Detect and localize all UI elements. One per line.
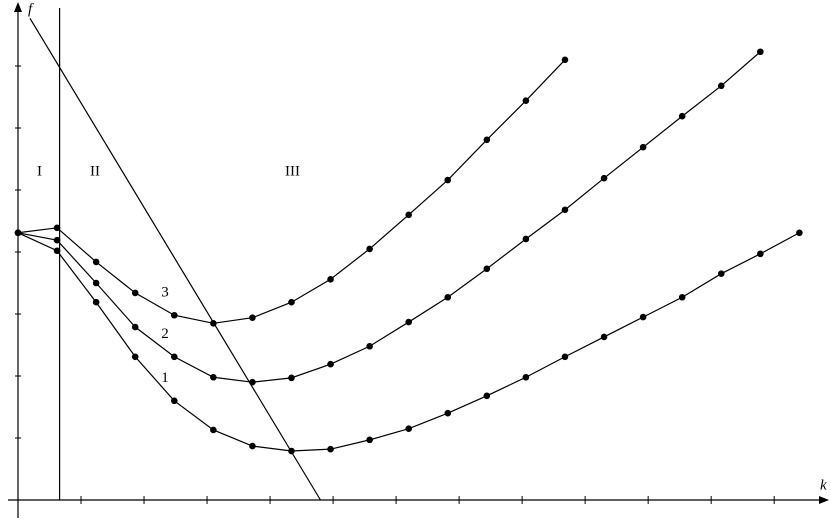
point	[131, 353, 139, 361]
point	[444, 293, 452, 301]
point	[53, 247, 61, 255]
point	[288, 298, 295, 306]
point	[53, 236, 61, 244]
point	[757, 48, 764, 56]
point	[249, 442, 256, 450]
point	[170, 311, 178, 319]
y-axis-arrow	[14, 2, 22, 12]
point	[14, 229, 22, 237]
point	[288, 374, 295, 382]
point	[327, 275, 334, 283]
point	[796, 229, 803, 237]
point	[639, 313, 647, 321]
point	[405, 425, 412, 433]
region-label: I	[37, 163, 42, 179]
point	[678, 293, 686, 301]
point	[210, 373, 217, 381]
point	[483, 136, 491, 144]
point	[561, 56, 569, 64]
curve	[17, 232, 800, 452]
point	[288, 447, 295, 455]
region-label: II	[90, 163, 100, 179]
point	[639, 143, 647, 151]
point	[678, 112, 686, 120]
point	[444, 176, 452, 184]
curve	[17, 51, 761, 383]
point	[131, 289, 139, 297]
point	[366, 342, 373, 350]
point	[366, 245, 373, 253]
point	[717, 270, 725, 278]
point	[561, 206, 569, 214]
point	[483, 265, 491, 273]
x-axis-arrow	[819, 496, 829, 504]
point	[561, 353, 569, 361]
curve-label: 1	[161, 370, 169, 386]
point	[170, 397, 178, 405]
point	[600, 174, 608, 182]
point	[405, 318, 412, 326]
point	[249, 314, 256, 322]
slant-line	[29, 17, 321, 501]
point	[522, 235, 530, 243]
point	[717, 82, 725, 90]
point	[405, 211, 412, 219]
point	[249, 378, 256, 386]
point	[366, 436, 373, 444]
point	[53, 224, 61, 232]
curve-label: 3	[161, 285, 169, 301]
curve	[17, 59, 566, 324]
x-axis-label: k	[820, 477, 827, 493]
point	[327, 360, 334, 368]
point	[327, 445, 334, 453]
point	[483, 392, 491, 400]
point	[522, 97, 530, 105]
point	[92, 258, 100, 266]
region-label: III	[285, 163, 300, 179]
point	[92, 279, 100, 287]
point	[210, 426, 217, 434]
point	[92, 298, 100, 306]
point	[131, 323, 139, 331]
point	[210, 320, 217, 327]
point	[444, 409, 452, 417]
y-axis-label: f	[28, 1, 34, 17]
point	[522, 373, 530, 381]
point	[757, 250, 764, 258]
point	[600, 333, 608, 341]
curve-label: 2	[161, 326, 169, 342]
point	[170, 353, 178, 361]
